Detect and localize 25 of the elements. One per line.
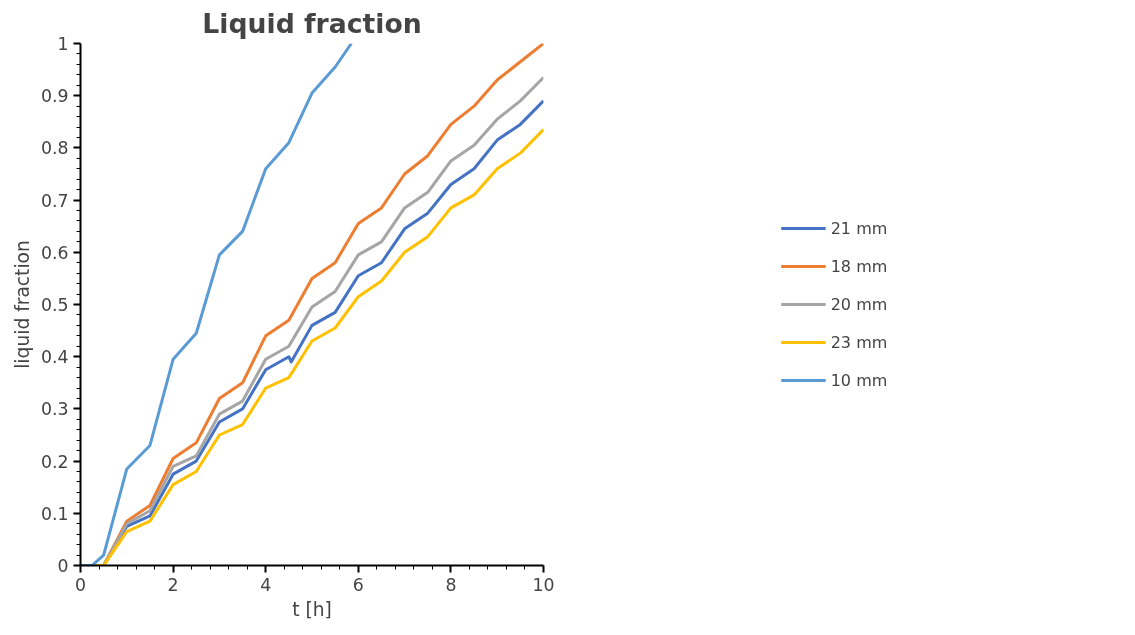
- x-tick-label: 8: [445, 574, 457, 595]
- y-tick-label: 1: [57, 34, 69, 54]
- legend-label: 18 mm: [830, 256, 888, 276]
- x-tick-label: 2: [167, 574, 179, 595]
- y-tick-label: 0.9: [40, 86, 69, 107]
- legend-label: 10 mm: [830, 370, 888, 390]
- x-tick-label: 6: [352, 574, 364, 595]
- chart-title: Liquid fraction: [202, 7, 422, 39]
- legend-label: 20 mm: [830, 294, 888, 314]
- y-tick-label: 0.7: [40, 190, 69, 211]
- y-tick-label: 0.2: [40, 451, 69, 472]
- y-axis-title: liquid fraction: [11, 240, 33, 369]
- x-axis-title: t [h]: [292, 598, 332, 620]
- y-tick-label: 0.8: [40, 138, 69, 159]
- x-tick-label: 4: [260, 574, 272, 595]
- y-tick-label: 0: [57, 556, 69, 576]
- y-tick-label: 0.4: [40, 347, 69, 368]
- x-tick-label: 10: [532, 574, 555, 595]
- y-tick-label: 0.5: [40, 295, 69, 315]
- legend-label: 23 mm: [830, 332, 888, 352]
- y-tick-label: 0.1: [40, 503, 69, 524]
- y-tick-label: 0.3: [40, 399, 69, 420]
- y-tick-label: 0.6: [40, 242, 69, 263]
- x-tick-label: 0: [74, 574, 87, 595]
- legend-label: 21 mm: [830, 218, 888, 238]
